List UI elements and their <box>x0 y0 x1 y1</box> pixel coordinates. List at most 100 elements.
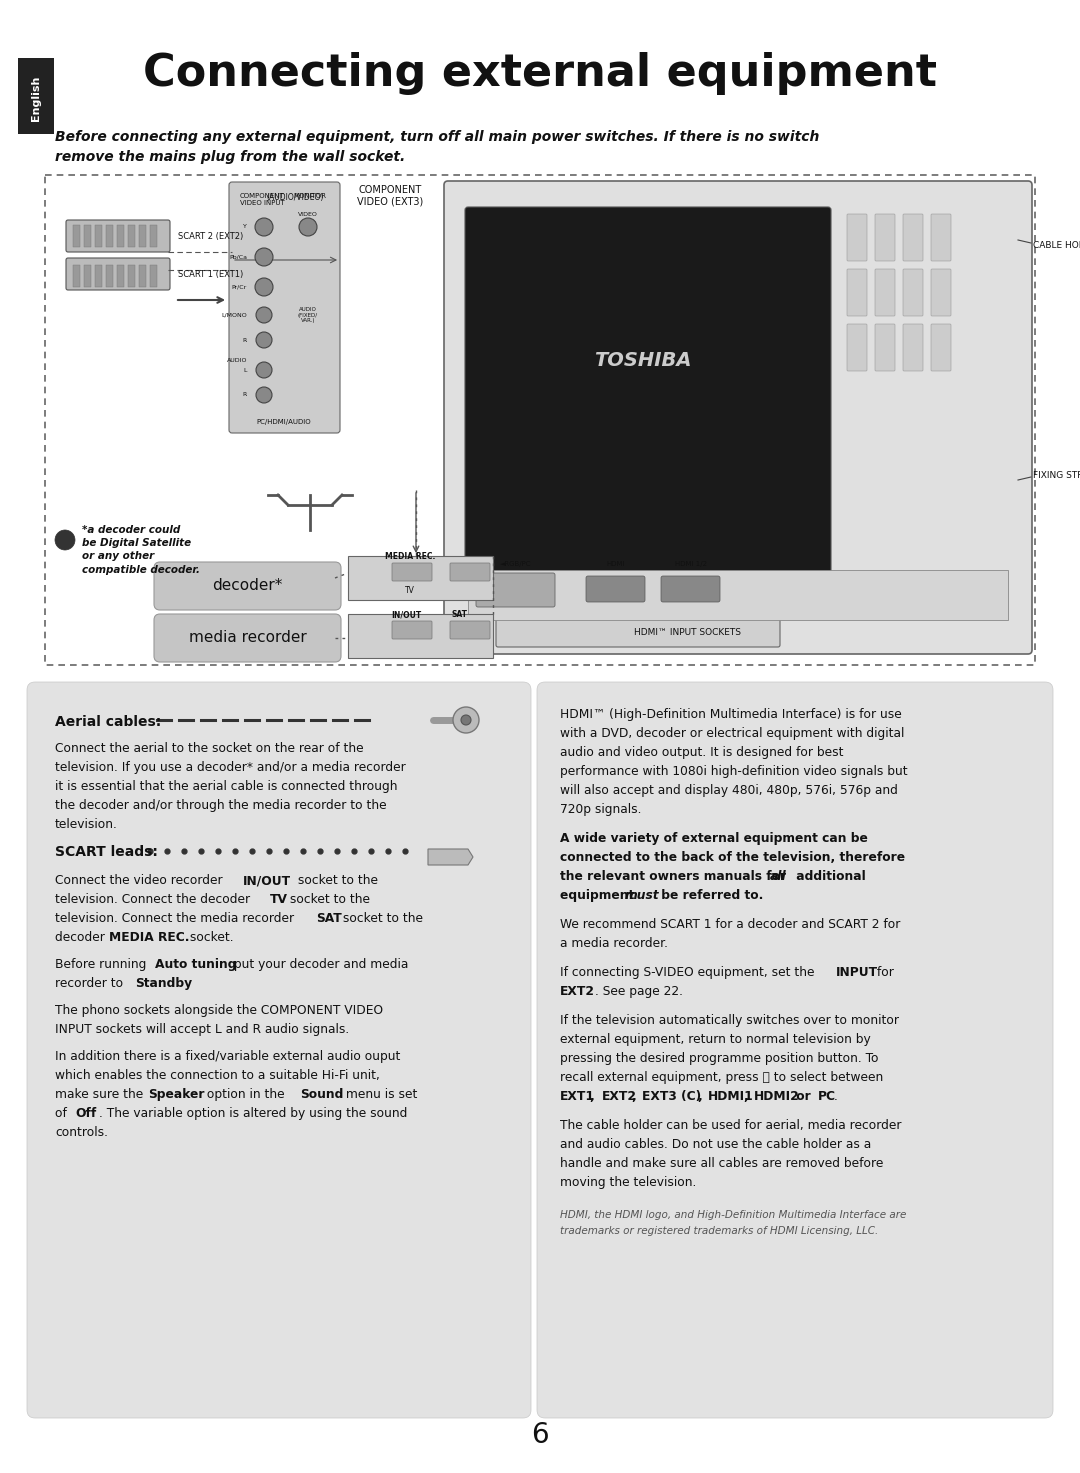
Text: Y: Y <box>243 224 247 230</box>
FancyBboxPatch shape <box>903 324 923 371</box>
Text: external equipment, return to normal television by: external equipment, return to normal tel… <box>561 1033 870 1046</box>
FancyBboxPatch shape <box>903 270 923 317</box>
FancyBboxPatch shape <box>875 214 895 261</box>
Polygon shape <box>428 848 473 865</box>
FancyBboxPatch shape <box>18 57 54 134</box>
Text: a media recorder.: a media recorder. <box>561 937 669 950</box>
Text: the decoder and/or through the media recorder to the: the decoder and/or through the media rec… <box>55 798 387 812</box>
Text: SAT: SAT <box>316 912 341 925</box>
Text: connected to the back of the television, therefore: connected to the back of the television,… <box>561 851 905 865</box>
Text: HDMI, the HDMI logo, and High-Definition Multimedia Interface are: HDMI, the HDMI logo, and High-Definition… <box>561 1209 906 1220</box>
Text: HDMI 1/2: HDMI 1/2 <box>675 561 707 567</box>
Text: Before connecting any external equipment, turn off all main power switches. If t: Before connecting any external equipment… <box>55 130 820 144</box>
Text: socket to the: socket to the <box>339 912 423 925</box>
Text: R: R <box>243 392 247 398</box>
FancyBboxPatch shape <box>847 270 867 317</box>
Text: SAT: SAT <box>453 610 468 619</box>
Text: .: . <box>834 1090 838 1103</box>
Text: English: English <box>31 75 41 121</box>
Text: INPUT: INPUT <box>836 966 878 980</box>
Text: MONITOR: MONITOR <box>294 193 326 199</box>
FancyBboxPatch shape <box>847 214 867 261</box>
Text: performance with 1080i high-definition video signals but: performance with 1080i high-definition v… <box>561 764 907 778</box>
Text: television. Connect the decoder: television. Connect the decoder <box>55 893 254 906</box>
Text: Standby: Standby <box>135 977 192 990</box>
Text: ,: , <box>632 1090 642 1103</box>
Text: HDMI2: HDMI2 <box>754 1090 800 1103</box>
Bar <box>45 175 1035 664</box>
FancyBboxPatch shape <box>392 563 432 580</box>
Text: PC: PC <box>818 1090 836 1103</box>
FancyBboxPatch shape <box>66 219 170 252</box>
Text: VIDEO: VIDEO <box>298 212 318 218</box>
Text: We recommend SCART 1 for a decoder and SCART 2 for: We recommend SCART 1 for a decoder and S… <box>561 918 901 931</box>
Text: IN/OUT: IN/OUT <box>391 610 421 619</box>
Circle shape <box>461 714 471 725</box>
Text: media recorder: media recorder <box>189 630 307 645</box>
FancyBboxPatch shape <box>661 576 720 602</box>
Text: Connecting external equipment: Connecting external equipment <box>143 52 937 94</box>
Text: MEDIA REC.: MEDIA REC. <box>109 931 189 944</box>
Bar <box>348 555 492 600</box>
Bar <box>117 225 124 247</box>
Text: or: or <box>792 1090 815 1103</box>
Text: of: of <box>55 1108 71 1119</box>
Text: If the television automatically switches over to monitor: If the television automatically switches… <box>561 1013 899 1027</box>
Text: TV: TV <box>405 586 415 595</box>
Text: ◄RGB/PC: ◄RGB/PC <box>500 561 531 567</box>
Text: PC/HDMI/AUDIO: PC/HDMI/AUDIO <box>257 418 311 426</box>
Circle shape <box>256 331 272 348</box>
Text: Connect the aerial to the socket on the rear of the: Connect the aerial to the socket on the … <box>55 742 364 756</box>
FancyBboxPatch shape <box>392 622 432 639</box>
Text: CABLE HOLDER: CABLE HOLDER <box>1032 240 1080 249</box>
Text: television. If you use a decoder* and/or a media recorder: television. If you use a decoder* and/or… <box>55 762 406 773</box>
Bar <box>73 225 80 247</box>
Text: make sure the: make sure the <box>55 1089 147 1100</box>
Text: will also accept and display 480i, 480p, 576i, 576p and: will also accept and display 480i, 480p,… <box>561 784 897 797</box>
Text: ,: , <box>590 1090 599 1103</box>
Text: .: . <box>186 977 190 990</box>
Text: trademarks or registered trademarks of HDMI Licensing, LLC.: trademarks or registered trademarks of H… <box>561 1226 878 1236</box>
Text: HDMI™ INPUT SOCKETS: HDMI™ INPUT SOCKETS <box>635 627 742 636</box>
Text: decoder: decoder <box>55 931 109 944</box>
FancyBboxPatch shape <box>847 324 867 371</box>
Text: ,: , <box>698 1090 707 1103</box>
Text: put your decoder and media: put your decoder and media <box>230 957 408 971</box>
Text: The phono sockets alongside the COMPONENT VIDEO: The phono sockets alongside the COMPONEN… <box>55 1005 383 1016</box>
Text: Before running: Before running <box>55 957 150 971</box>
Text: HDMI1: HDMI1 <box>708 1090 754 1103</box>
Text: additional: additional <box>792 871 866 882</box>
Text: EXT1: EXT1 <box>561 1090 595 1103</box>
Text: socket.: socket. <box>186 931 233 944</box>
Text: *a decoder could
be Digital Satellite
or any other
compatible decoder.: *a decoder could be Digital Satellite or… <box>82 524 200 574</box>
Text: Pr/Cr: Pr/Cr <box>232 284 247 290</box>
Text: Aerial cables:: Aerial cables: <box>55 714 161 729</box>
Text: IN/OUT: IN/OUT <box>243 873 292 887</box>
Text: INPUT sockets will accept L and R audio signals.: INPUT sockets will accept L and R audio … <box>55 1024 349 1036</box>
Circle shape <box>55 530 75 549</box>
Text: all: all <box>770 871 786 882</box>
Bar <box>348 614 492 658</box>
Text: (AUDIO/VIDEO): (AUDIO/VIDEO) <box>267 193 324 202</box>
Text: decoder*: decoder* <box>213 579 283 594</box>
Circle shape <box>255 247 273 267</box>
Bar <box>106 225 113 247</box>
Bar <box>95 265 102 287</box>
Text: socket to the: socket to the <box>294 873 378 887</box>
Bar <box>84 265 91 287</box>
Text: SCART 1 (EXT1): SCART 1 (EXT1) <box>178 270 243 278</box>
Text: . See page 22.: . See page 22. <box>595 985 683 999</box>
Circle shape <box>256 306 272 323</box>
Text: A wide variety of external equipment can be: A wide variety of external equipment can… <box>561 832 868 846</box>
FancyBboxPatch shape <box>537 682 1053 1418</box>
Bar <box>129 265 135 287</box>
Bar <box>117 265 124 287</box>
FancyBboxPatch shape <box>229 183 340 433</box>
Text: must: must <box>625 890 660 901</box>
Bar <box>73 265 80 287</box>
Text: Sound: Sound <box>300 1089 343 1100</box>
Text: 720p signals.: 720p signals. <box>561 803 642 816</box>
Text: FIXING STRAP: FIXING STRAP <box>1032 470 1080 480</box>
Bar <box>139 265 146 287</box>
Text: EXT2: EXT2 <box>561 985 595 999</box>
